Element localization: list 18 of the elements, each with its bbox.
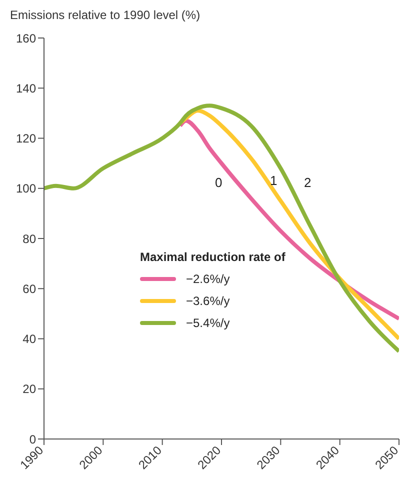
y-tick-label: 160 [16, 31, 36, 46]
y-tick-label: 100 [16, 182, 36, 196]
y-axis-title: Emissions relative to 1990 level (%) [9, 8, 202, 24]
line-series [44, 104, 399, 354]
y-tick-label: 80 [22, 232, 36, 246]
annotation: 2 [304, 175, 312, 190]
legend-label: −2.6%/y [186, 272, 230, 286]
y-tick-label: 140 [16, 81, 36, 96]
y-tick-label: 0 [29, 432, 36, 446]
y-tick-label: 20 [22, 382, 36, 396]
annotation: 1 [270, 173, 278, 188]
legend-label: −5.4%/y [186, 316, 230, 330]
y-tick-label: 120 [16, 132, 36, 146]
y-tick-label: 40 [22, 332, 36, 346]
legend-title: Maximal reduction rate of [140, 250, 286, 264]
legend-label: −3.6%/y [186, 294, 230, 308]
y-tick-label: 60 [22, 282, 36, 296]
annotation: 0 [215, 175, 222, 190]
